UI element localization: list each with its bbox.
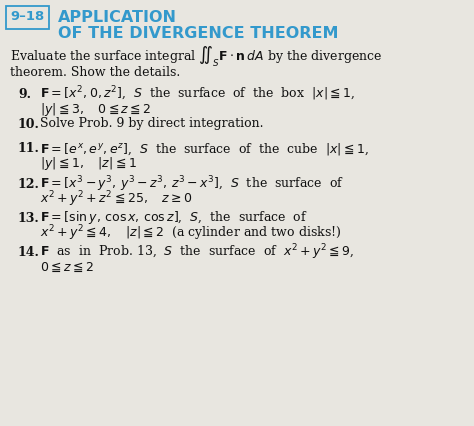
Text: 10.: 10.: [18, 118, 40, 130]
Text: $\mathbf{F} = [x^2, 0, z^2]$,  $S$  the  surface  of  the  box  $|x| \leqq 1$,: $\mathbf{F} = [x^2, 0, z^2]$, $S$ the su…: [40, 85, 355, 103]
Text: $|y| \leqq 3, \quad 0 \leqq z \leqq 2$: $|y| \leqq 3, \quad 0 \leqq z \leqq 2$: [40, 101, 152, 118]
Text: 9.: 9.: [18, 87, 31, 101]
Text: $|y| \leqq 1, \quad |z| \leqq 1$: $|y| \leqq 1, \quad |z| \leqq 1$: [40, 155, 137, 173]
Text: $\mathbf{F} = [\sin y,\, \cos x,\, \cos z]$,  $S$,  the  surface  of: $\mathbf{F} = [\sin y,\, \cos x,\, \cos …: [40, 210, 308, 227]
Text: $x^2 + y^2 + z^2 \leqq 25, \quad z \geq 0$: $x^2 + y^2 + z^2 \leqq 25, \quad z \geq …: [40, 189, 193, 209]
Text: Evaluate the surface integral $\iint_S \mathbf{F} \cdot \mathbf{n}\, dA$ by the : Evaluate the surface integral $\iint_S \…: [10, 45, 382, 69]
Text: theorem. Show the details.: theorem. Show the details.: [10, 66, 180, 80]
Text: Solve Prob. 9 by direct integration.: Solve Prob. 9 by direct integration.: [40, 118, 264, 130]
Text: 12.: 12.: [18, 178, 40, 190]
Text: $\mathbf{F} = [x^3 - y^3,\, y^3 - z^3,\, z^3 - x^3]$,  $S$  the  surface  of: $\mathbf{F} = [x^3 - y^3,\, y^3 - z^3,\,…: [40, 174, 344, 194]
Text: $\mathbf{F}$  as  in  Prob. 13,  $S$  the  surface  of  $x^2 + y^2 \leqq 9$,: $\mathbf{F}$ as in Prob. 13, $S$ the sur…: [40, 242, 354, 262]
FancyBboxPatch shape: [7, 6, 49, 29]
Text: 14.: 14.: [18, 245, 40, 259]
Text: OF THE DIVERGENCE THEOREM: OF THE DIVERGENCE THEOREM: [58, 26, 338, 41]
Text: $0 \leqq z \leqq 2$: $0 \leqq z \leqq 2$: [40, 260, 94, 273]
Text: $\mathbf{F} = [e^x, e^y, e^z]$,  $S$  the  surface  of  the  cube  $|x| \leqq 1$: $\mathbf{F} = [e^x, e^y, e^z]$, $S$ the …: [40, 141, 369, 157]
Text: 13.: 13.: [18, 211, 40, 225]
Text: 11.: 11.: [18, 143, 40, 155]
Text: APPLICATION: APPLICATION: [58, 9, 177, 25]
Text: 9–18: 9–18: [11, 11, 45, 23]
Text: $x^2 + y^2 \leqq 4, \quad |z| \leqq 2$  (a cylinder and two disks!): $x^2 + y^2 \leqq 4, \quad |z| \leqq 2$ (…: [40, 223, 341, 243]
